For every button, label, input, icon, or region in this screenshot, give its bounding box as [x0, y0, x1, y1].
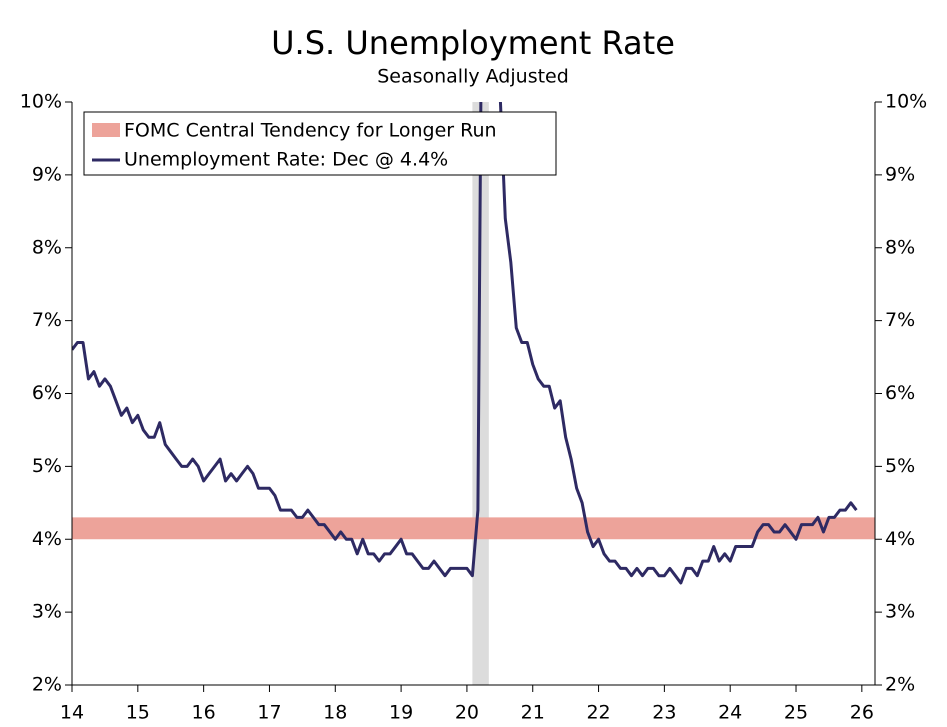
- x-tick-label: 24: [718, 702, 742, 724]
- y-tick-label: 3%: [32, 601, 62, 623]
- y-tick-label: 9%: [32, 163, 62, 185]
- x-tick-label: 17: [257, 702, 281, 724]
- legend: FOMC Central Tendency for Longer Run Unem…: [83, 111, 557, 176]
- y-tick-label: 2%: [32, 674, 62, 696]
- y-tick-label: 10%: [20, 91, 62, 113]
- x-tick-label: 21: [521, 702, 545, 724]
- fomc-band: [72, 517, 875, 540]
- plot-area: [72, 102, 875, 685]
- y-tick-label: 8%: [32, 236, 62, 258]
- y2-tick-label: 5%: [885, 455, 915, 477]
- y-tick-label: 6%: [32, 382, 62, 404]
- y2-tick-label: 6%: [885, 382, 915, 404]
- unemployment-line: [72, 102, 858, 585]
- x-tick-label: 19: [389, 702, 413, 724]
- y2-tick-label: 9%: [885, 163, 915, 185]
- legend-swatch: [92, 123, 120, 137]
- x-tick-label: 20: [455, 702, 479, 724]
- x-tick-label: 22: [586, 702, 610, 724]
- y2-tick-label: 8%: [885, 236, 915, 258]
- x-tick-label: 18: [323, 702, 347, 724]
- y-tick-label: 7%: [32, 309, 62, 331]
- x-tick-label: 15: [126, 702, 150, 724]
- x-tick-label: 26: [850, 702, 874, 724]
- y2-tick-label: 3%: [885, 601, 915, 623]
- x-tick-label: 14: [60, 702, 84, 724]
- y-tick-label: 5%: [32, 455, 62, 477]
- x-tick-label: 25: [784, 702, 808, 724]
- legend-box: [83, 111, 557, 176]
- chart-subtitle: Seasonally Adjusted: [377, 66, 569, 88]
- y2-tick-label: 7%: [885, 309, 915, 331]
- chart-title: U.S. Unemployment Rate: [271, 24, 675, 62]
- y2-tick-label: 2%: [885, 674, 915, 696]
- legend-label: Unemployment Rate: Dec @ 4.4%: [124, 149, 448, 171]
- legend-label: FOMC Central Tendency for Longer Run: [124, 120, 497, 142]
- y2-tick-label: 4%: [885, 528, 915, 550]
- x-tick-label: 16: [192, 702, 216, 724]
- x-tick-label: 23: [652, 702, 676, 724]
- y-tick-label: 4%: [32, 528, 62, 550]
- y2-tick-label: 10%: [885, 91, 927, 113]
